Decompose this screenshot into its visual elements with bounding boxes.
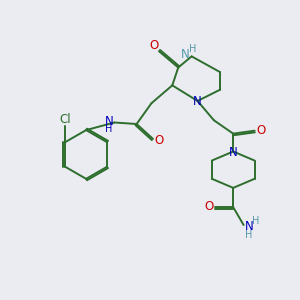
Text: Cl: Cl bbox=[60, 113, 71, 126]
Text: H: H bbox=[252, 216, 260, 226]
Text: N: N bbox=[105, 115, 113, 128]
Text: N: N bbox=[181, 48, 189, 62]
Text: O: O bbox=[205, 200, 214, 213]
Text: H: H bbox=[105, 124, 113, 134]
Text: O: O bbox=[256, 124, 265, 136]
Text: N: N bbox=[229, 146, 238, 159]
Text: O: O bbox=[154, 134, 164, 147]
Text: N: N bbox=[244, 220, 253, 233]
Text: N: N bbox=[193, 95, 202, 108]
Text: H: H bbox=[245, 230, 253, 239]
Text: H: H bbox=[189, 44, 197, 54]
Text: O: O bbox=[149, 39, 158, 52]
